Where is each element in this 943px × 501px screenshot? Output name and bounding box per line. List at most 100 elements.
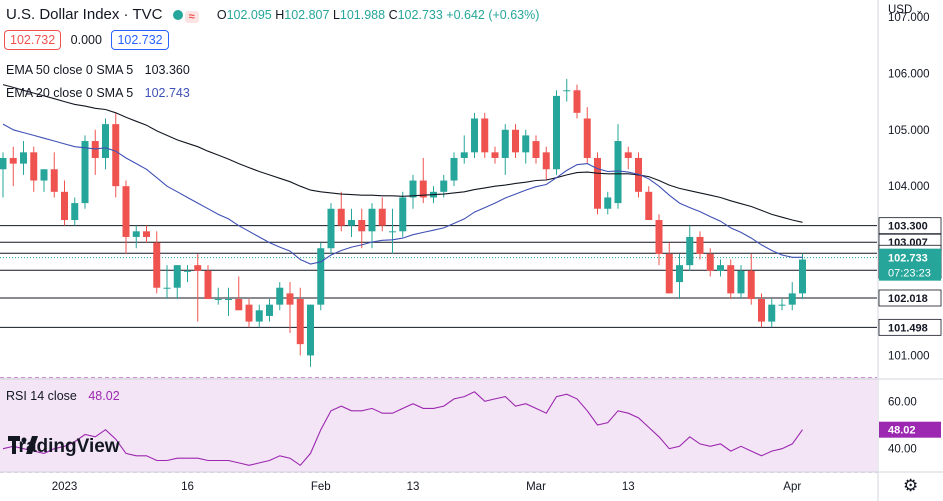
candle[interactable] (286, 293, 294, 305)
candle[interactable] (471, 118, 478, 153)
candle[interactable] (614, 141, 622, 204)
ask-button[interactable]: 102.732 (111, 30, 169, 50)
bid-ask-row: 102.732 0.000 102.732 (4, 30, 169, 50)
candle[interactable] (143, 231, 150, 237)
candle[interactable] (655, 220, 663, 254)
candle[interactable] (112, 124, 120, 187)
ema20-legend[interactable]: EMA 20 close 0 SMA 5 102.743 (6, 86, 190, 100)
candle[interactable] (788, 293, 796, 305)
candle[interactable] (799, 259, 806, 294)
candle[interactable] (0, 157, 7, 170)
candle[interactable] (532, 141, 540, 158)
candle[interactable] (214, 299, 222, 301)
candle[interactable] (30, 152, 38, 181)
ema50-legend[interactable]: EMA 50 close 0 SMA 5 103.360 (6, 63, 190, 77)
candle[interactable] (225, 299, 232, 301)
candle[interactable] (573, 90, 581, 113)
candle[interactable] (235, 299, 243, 311)
candle[interactable] (9, 157, 17, 164)
candle[interactable] (266, 304, 273, 316)
candle[interactable] (173, 265, 181, 288)
candle[interactable] (624, 152, 632, 158)
ema20-line[interactable] (2, 123, 803, 265)
candle[interactable] (50, 169, 58, 192)
candle[interactable] (327, 208, 335, 249)
candle[interactable] (61, 191, 68, 221)
candle[interactable] (204, 270, 212, 300)
candle[interactable] (440, 180, 448, 192)
candle[interactable] (81, 141, 89, 204)
candle[interactable] (512, 129, 519, 153)
candle[interactable] (245, 304, 253, 322)
candle[interactable] (358, 220, 366, 232)
candle[interactable] (450, 157, 458, 181)
candle[interactable] (378, 208, 386, 226)
candle[interactable] (296, 299, 304, 345)
candle[interactable] (122, 186, 130, 237)
candle[interactable] (460, 152, 468, 158)
rsi-band (0, 377, 877, 473)
candle[interactable] (163, 287, 171, 289)
candle[interactable] (317, 248, 325, 305)
candle[interactable] (563, 90, 571, 92)
price-tick-label: 106.000 (888, 68, 930, 80)
candle[interactable] (71, 203, 79, 221)
open-value: 102.095 (226, 8, 272, 22)
countdown-label: 07:23:23 (888, 268, 931, 280)
rsi-legend[interactable]: RSI 14 close 48.02 (6, 389, 120, 403)
candle[interactable] (717, 265, 724, 271)
candle[interactable] (727, 265, 735, 294)
symbol-title[interactable]: U.S. Dollar Index · TVC (6, 6, 163, 23)
candle[interactable] (665, 253, 673, 294)
candle[interactable] (768, 304, 776, 322)
candle[interactable] (696, 236, 704, 254)
ema50-line[interactable] (2, 84, 803, 223)
bid-button[interactable]: 102.732 (4, 30, 62, 50)
candle[interactable] (686, 236, 694, 266)
candle[interactable] (419, 180, 427, 198)
candle[interactable] (583, 118, 591, 158)
candle[interactable] (102, 124, 109, 158)
candle[interactable] (522, 135, 530, 153)
settings-gear-icon[interactable]: ⚙ (903, 476, 919, 495)
candle[interactable] (153, 242, 161, 288)
candle[interactable] (706, 253, 714, 271)
candle[interactable] (348, 220, 355, 226)
candle[interactable] (645, 191, 653, 221)
candle[interactable] (132, 231, 140, 237)
time-tick-label: Mar (526, 481, 546, 493)
candle[interactable] (194, 265, 202, 271)
candle[interactable] (604, 197, 612, 209)
candle[interactable] (399, 197, 407, 232)
candle[interactable] (676, 265, 683, 283)
currency-selector[interactable]: USD ⌄ (888, 4, 923, 16)
candle[interactable] (594, 157, 601, 209)
candle[interactable] (542, 152, 550, 170)
rsi-line[interactable] (2, 391, 803, 467)
time-tick-label: 16 (181, 481, 194, 493)
candle[interactable] (747, 270, 755, 300)
rsi-tick-label: 60.00 (888, 396, 917, 408)
candle[interactable] (276, 287, 284, 305)
quick-trade-toggle[interactable]: ≈ (172, 7, 199, 24)
candle[interactable] (368, 208, 376, 232)
candle[interactable] (40, 169, 48, 181)
candle[interactable] (409, 180, 417, 198)
candle[interactable] (307, 304, 314, 356)
tradingview-logo[interactable]: TradingView (8, 436, 120, 458)
candle[interactable] (481, 118, 489, 153)
candle[interactable] (778, 304, 786, 306)
candle[interactable] (737, 270, 745, 294)
candle[interactable] (553, 95, 560, 170)
candle[interactable] (389, 231, 396, 233)
candle[interactable] (758, 299, 765, 322)
candle[interactable] (91, 141, 99, 158)
candle[interactable] (184, 270, 191, 272)
candle[interactable] (501, 129, 509, 158)
candle[interactable] (20, 152, 27, 164)
candle[interactable] (337, 208, 345, 226)
candle[interactable] (255, 310, 263, 322)
candle[interactable] (491, 152, 499, 158)
